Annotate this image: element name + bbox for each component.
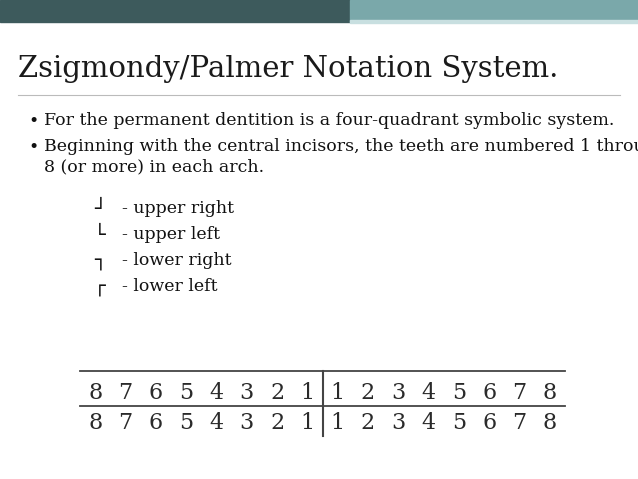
Text: 6: 6 [149,412,163,434]
Text: - upper left: - upper left [122,226,220,243]
Text: ┐: ┐ [94,252,106,271]
Text: 7: 7 [119,382,133,404]
Text: 2: 2 [361,382,375,404]
Text: 8: 8 [88,382,102,404]
Text: 4: 4 [422,382,436,404]
Text: 2: 2 [270,382,284,404]
Text: 3: 3 [240,412,254,434]
Text: 3: 3 [391,412,405,434]
Text: 3: 3 [240,382,254,404]
Text: - lower left: - lower left [122,278,218,295]
Text: 1: 1 [300,382,315,404]
Text: - lower right: - lower right [122,252,232,269]
Bar [350,20,638,23]
Text: - upper right: - upper right [122,200,234,217]
Text: 6: 6 [149,382,163,404]
Text: •: • [28,112,38,130]
Text: 1: 1 [300,412,315,434]
Text: ┘: ┘ [94,200,106,219]
Bar [350,0,638,22]
Text: ┌: ┌ [94,278,106,297]
Bar [0,0,638,22]
Text: 4: 4 [422,412,436,434]
Text: 1: 1 [330,382,345,404]
Text: 7: 7 [119,412,133,434]
Text: 8: 8 [88,412,102,434]
Text: 5: 5 [179,412,193,434]
Text: 3: 3 [391,382,405,404]
Text: 1: 1 [330,412,345,434]
Text: 6: 6 [482,382,496,404]
Text: For the permanent dentition is a four-quadrant symbolic system.: For the permanent dentition is a four-qu… [44,112,614,129]
Text: 5: 5 [452,382,466,404]
Text: Zsigmondy/Palmer Notation System.: Zsigmondy/Palmer Notation System. [18,55,558,83]
Text: 5: 5 [452,412,466,434]
Text: 4: 4 [209,382,223,404]
Text: 7: 7 [512,382,526,404]
Text: 8 (or more) in each arch.: 8 (or more) in each arch. [44,158,264,175]
Text: 2: 2 [270,412,284,434]
Text: 6: 6 [482,412,496,434]
Text: 7: 7 [512,412,526,434]
Text: 2: 2 [361,412,375,434]
Text: 4: 4 [209,412,223,434]
Text: 8: 8 [543,412,557,434]
Text: 5: 5 [179,382,193,404]
Text: └: └ [94,226,106,245]
Text: Beginning with the central incisors, the teeth are numbered 1 through: Beginning with the central incisors, the… [44,138,638,155]
Text: •: • [28,138,38,156]
Text: 8: 8 [543,382,557,404]
